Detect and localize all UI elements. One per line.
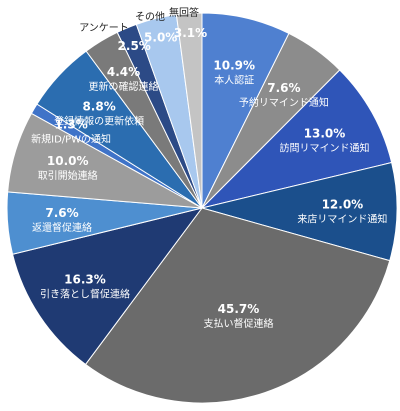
pie-labels: 10.9%本人認証7.6%予約リマインド通知13.0%訪問リマインド通知12.0… xyxy=(31,6,387,330)
slice-label: アンケート xyxy=(79,22,129,34)
slice-label: 返還督促連絡 xyxy=(32,221,92,234)
slice-label: 更新の確認連絡 xyxy=(89,80,159,93)
slice-label: 登録情報の更新依頼 xyxy=(54,115,144,128)
slice-value: 16.3% xyxy=(64,273,106,287)
pie-slice xyxy=(84,207,391,404)
slice-label: 新規ID/PWの通知 xyxy=(31,133,111,146)
slice-label: 取引開始連絡 xyxy=(38,169,98,182)
slice-value: 1.3% xyxy=(54,118,87,132)
slice-value: 13.0% xyxy=(304,126,346,140)
slice-value: 3.1% xyxy=(174,26,207,40)
slice-label: 本人認証 xyxy=(214,73,254,86)
slice-value: 10.9% xyxy=(213,58,255,72)
pie-slice xyxy=(200,161,398,262)
slice-label: 訪問リマインド通知 xyxy=(280,141,370,154)
slice-label: 予約リマインド通知 xyxy=(239,96,329,109)
slice-value: 10.0% xyxy=(47,154,89,168)
slice-value: 5.0% xyxy=(144,30,177,44)
slice-label: その他 xyxy=(135,10,165,23)
slice-label: 引き落とし督促連絡 xyxy=(40,288,130,301)
slice-value: 2.5% xyxy=(118,39,151,53)
slice-value: 45.7% xyxy=(218,302,260,316)
slice-label: 支払い督促連絡 xyxy=(204,317,274,330)
slice-value: 7.6% xyxy=(267,81,300,95)
pie-slice xyxy=(11,207,204,366)
pie-slices xyxy=(6,12,398,404)
slice-value: 7.6% xyxy=(45,206,78,220)
slice-value: 8.8% xyxy=(82,100,115,114)
pie-slice xyxy=(175,12,203,209)
slice-label: 来店リマインド通知 xyxy=(297,213,387,226)
slice-value: 4.4% xyxy=(107,65,140,79)
slice-value: 12.0% xyxy=(322,198,364,212)
slice-label: 無回答 xyxy=(169,6,199,19)
